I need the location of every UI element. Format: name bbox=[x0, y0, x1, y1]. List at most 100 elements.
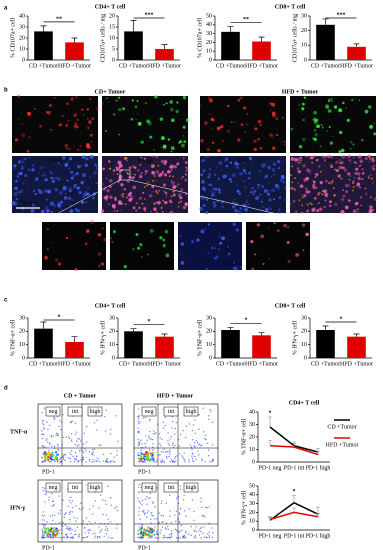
cell bbox=[41, 209, 45, 214]
cell bbox=[115, 167, 120, 172]
event bbox=[145, 533, 148, 536]
event bbox=[107, 518, 109, 521]
cell bbox=[352, 209, 357, 214]
cell bbox=[164, 192, 169, 196]
cell bbox=[34, 107, 36, 110]
error-bar bbox=[353, 333, 360, 337]
event bbox=[41, 528, 43, 531]
cell bbox=[325, 195, 328, 198]
event bbox=[111, 537, 114, 539]
cell bbox=[357, 154, 362, 159]
cell bbox=[118, 133, 121, 136]
event bbox=[46, 521, 48, 523]
cell bbox=[100, 196, 104, 199]
cell bbox=[317, 193, 320, 196]
cell bbox=[136, 113, 139, 115]
cell bbox=[17, 171, 21, 175]
cell bbox=[86, 157, 89, 160]
cell bbox=[21, 167, 24, 170]
cell bbox=[253, 189, 257, 193]
event bbox=[137, 497, 139, 500]
event bbox=[137, 438, 139, 441]
event bbox=[142, 460, 145, 462]
event bbox=[42, 535, 45, 537]
cell bbox=[369, 205, 373, 209]
cell bbox=[132, 206, 136, 210]
cell bbox=[172, 190, 175, 193]
event bbox=[54, 534, 57, 537]
cell bbox=[303, 178, 307, 183]
cell bbox=[153, 207, 157, 211]
event bbox=[183, 494, 185, 496]
event bbox=[51, 455, 54, 458]
event bbox=[114, 461, 116, 463]
cell bbox=[263, 189, 268, 193]
cell bbox=[65, 236, 69, 239]
event bbox=[212, 532, 214, 534]
cell bbox=[312, 184, 316, 188]
event bbox=[146, 516, 148, 518]
cell bbox=[106, 194, 109, 197]
event bbox=[139, 460, 142, 463]
event bbox=[151, 446, 154, 448]
event bbox=[140, 458, 143, 461]
event bbox=[208, 461, 211, 463]
y-axis-label: % TNF-α+ cell bbox=[10, 319, 16, 356]
x-tick-label: PD-1 high bbox=[306, 465, 331, 471]
cell bbox=[347, 154, 351, 159]
event bbox=[138, 507, 140, 509]
event bbox=[206, 442, 209, 445]
event bbox=[88, 458, 91, 461]
event bbox=[47, 533, 50, 536]
cell bbox=[369, 174, 372, 176]
event bbox=[182, 537, 184, 539]
cell bbox=[115, 99, 118, 102]
cell bbox=[324, 155, 328, 158]
event bbox=[204, 536, 206, 538]
event bbox=[44, 451, 47, 454]
legend-label: HFD +Tumor bbox=[325, 442, 358, 448]
cell bbox=[182, 135, 185, 137]
cell bbox=[69, 209, 74, 214]
cell bbox=[307, 169, 312, 174]
event bbox=[65, 527, 68, 530]
event bbox=[57, 512, 60, 514]
cell bbox=[97, 252, 102, 256]
cell bbox=[103, 189, 106, 191]
x-tick-label: PD-1 neg bbox=[259, 465, 282, 471]
cell bbox=[215, 204, 217, 206]
event bbox=[114, 507, 116, 509]
cell bbox=[297, 182, 299, 185]
event bbox=[147, 530, 150, 533]
event bbox=[167, 432, 169, 434]
cell bbox=[287, 259, 291, 264]
group-label: CD + Tumor bbox=[64, 393, 97, 399]
y-axis-label: CD107a+ cells / mg bbox=[100, 14, 106, 62]
cell bbox=[233, 198, 236, 201]
event bbox=[62, 521, 64, 524]
event bbox=[149, 530, 152, 533]
x-tick-label: HFD +Tumor bbox=[148, 63, 181, 69]
cell bbox=[260, 200, 263, 203]
cell bbox=[328, 204, 331, 207]
cell bbox=[20, 164, 23, 167]
event bbox=[137, 418, 140, 420]
cell bbox=[264, 175, 268, 179]
cell bbox=[12, 167, 14, 169]
cell bbox=[221, 205, 224, 208]
cell bbox=[173, 165, 177, 169]
cell bbox=[78, 191, 82, 195]
event bbox=[105, 503, 107, 505]
cell bbox=[56, 161, 60, 165]
cell bbox=[31, 203, 36, 207]
event bbox=[53, 503, 55, 506]
cell bbox=[18, 190, 22, 194]
cell bbox=[313, 207, 316, 210]
event bbox=[142, 417, 145, 419]
bar bbox=[316, 330, 335, 358]
event bbox=[54, 460, 56, 463]
event bbox=[62, 436, 65, 438]
event bbox=[169, 449, 171, 451]
cell bbox=[371, 158, 375, 163]
cell bbox=[207, 172, 212, 177]
